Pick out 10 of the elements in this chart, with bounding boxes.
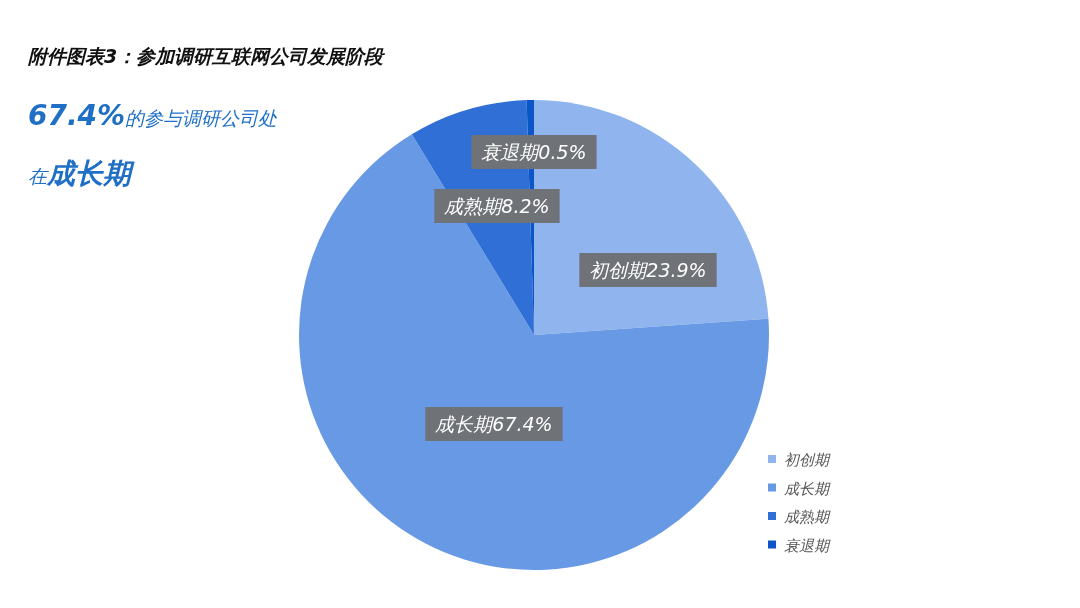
data-label: 成长期67.4%	[435, 413, 553, 435]
text: 67.4%的参与调研公司处在成长期	[28, 99, 278, 190]
legend-label: 成长期	[784, 479, 831, 498]
legend-label: 初创期	[784, 451, 831, 469]
data-label: 成熟期8.2%	[444, 195, 550, 217]
data-label: 初创期23.9%	[589, 259, 707, 281]
legend-label: 衰退期	[784, 536, 831, 555]
data-label: 衰退期0.5%	[481, 141, 587, 163]
legend-label: 成熟期	[784, 508, 831, 526]
chart-title: 附件图表3：参加调研互联网公司发展阶段	[28, 44, 384, 69]
